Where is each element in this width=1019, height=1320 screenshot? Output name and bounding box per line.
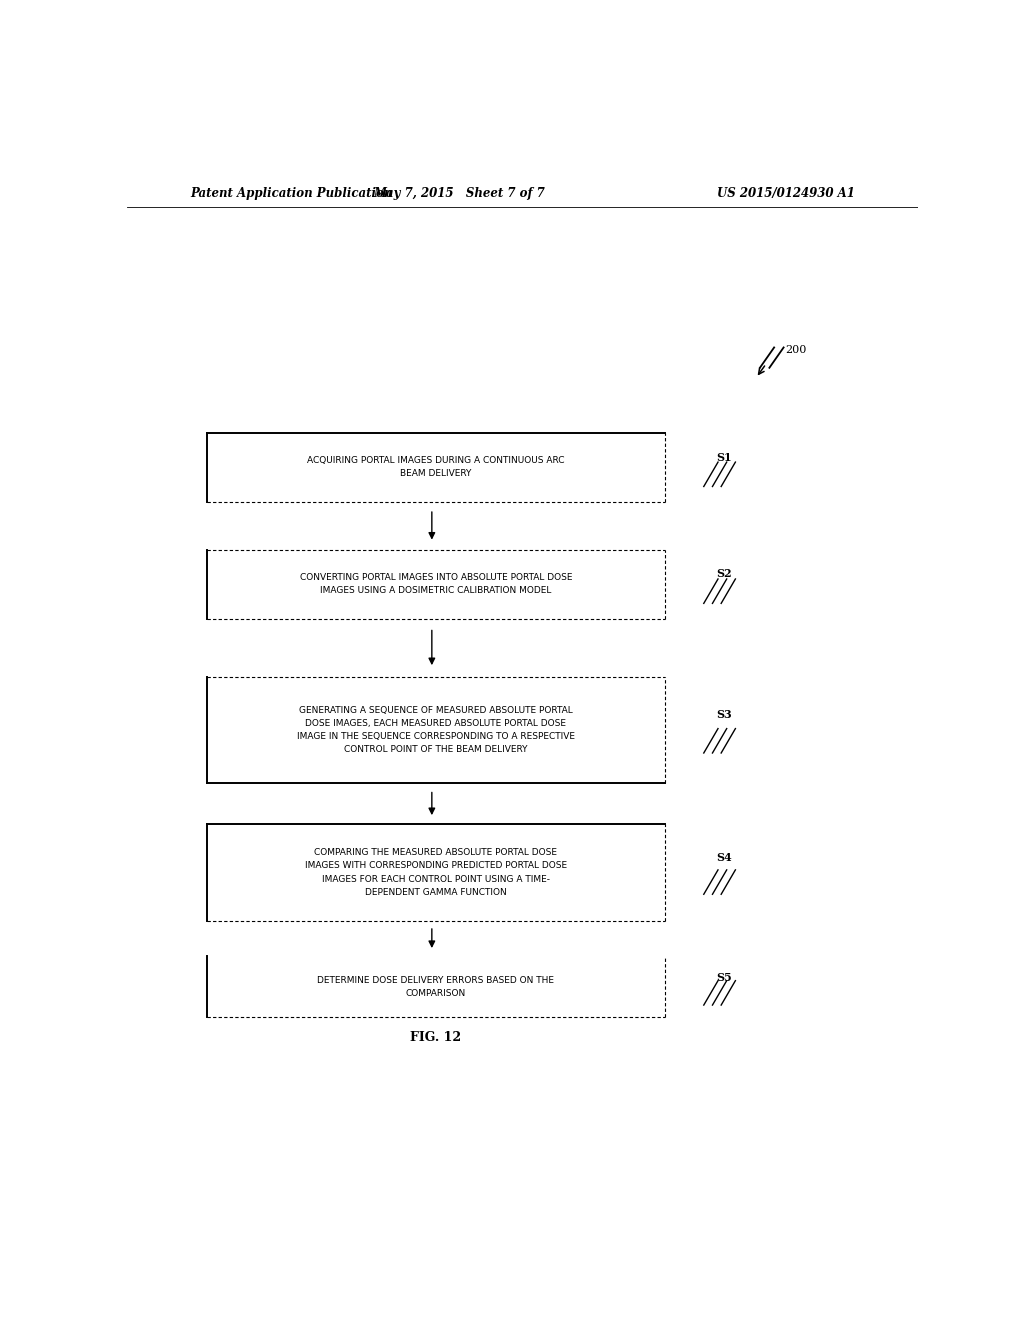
Text: FIG. 12: FIG. 12	[410, 1031, 461, 1044]
Text: ACQUIRING PORTAL IMAGES DURING A CONTINUOUS ARC
BEAM DELIVERY: ACQUIRING PORTAL IMAGES DURING A CONTINU…	[307, 457, 564, 478]
Text: 200: 200	[784, 345, 805, 355]
Text: S2: S2	[715, 569, 732, 579]
Text: COMPARING THE MEASURED ABSOLUTE PORTAL DOSE
IMAGES WITH CORRESPONDING PREDICTED : COMPARING THE MEASURED ABSOLUTE PORTAL D…	[305, 849, 567, 896]
Text: US 2015/0124930 A1: US 2015/0124930 A1	[716, 187, 854, 201]
Text: S4: S4	[715, 853, 732, 863]
Text: CONVERTING PORTAL IMAGES INTO ABSOLUTE PORTAL DOSE
IMAGES USING A DOSIMETRIC CAL: CONVERTING PORTAL IMAGES INTO ABSOLUTE P…	[300, 573, 572, 595]
Text: S3: S3	[715, 709, 732, 719]
Text: Patent Application Publication: Patent Application Publication	[191, 187, 392, 201]
Text: S5: S5	[715, 972, 732, 983]
Text: GENERATING A SEQUENCE OF MEASURED ABSOLUTE PORTAL
DOSE IMAGES, EACH MEASURED ABS: GENERATING A SEQUENCE OF MEASURED ABSOLU…	[297, 706, 575, 755]
Text: S1: S1	[715, 451, 732, 462]
Text: May 7, 2015   Sheet 7 of 7: May 7, 2015 Sheet 7 of 7	[373, 187, 545, 201]
Text: DETERMINE DOSE DELIVERY ERRORS BASED ON THE
COMPARISON: DETERMINE DOSE DELIVERY ERRORS BASED ON …	[317, 975, 553, 998]
